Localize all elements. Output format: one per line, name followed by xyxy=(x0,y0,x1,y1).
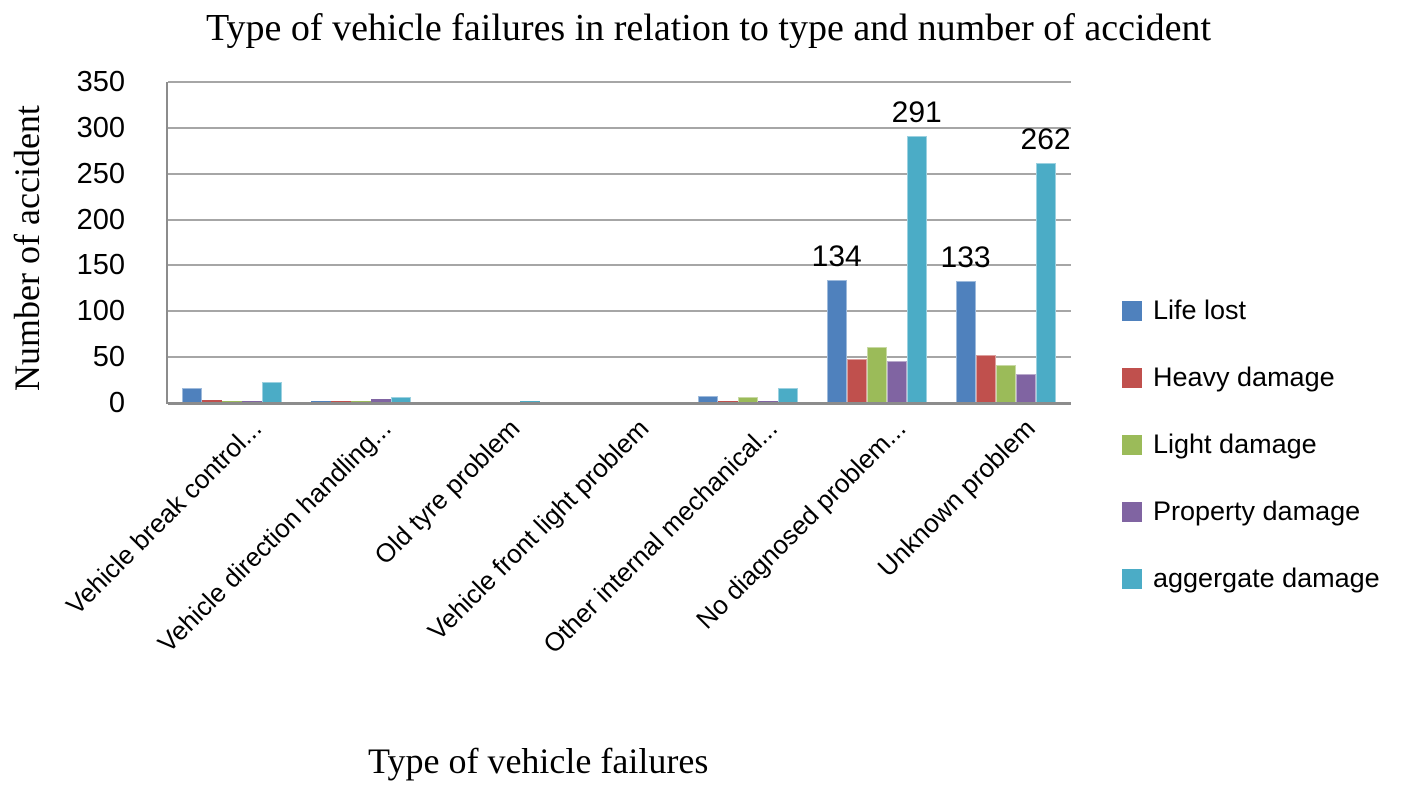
legend-swatch-heavy-damage-icon xyxy=(1122,367,1142,388)
legend-label: Heavy damage xyxy=(1153,362,1335,392)
y-tick-label-200: 200 xyxy=(76,203,125,236)
bar-heavy-damage-vehicle-break-control xyxy=(202,400,223,403)
legend-item-aggergate-damage: aggergate damage xyxy=(1122,563,1380,594)
legend-item-light-damage: Light damage xyxy=(1122,429,1380,460)
legend-swatch-property-damage-icon xyxy=(1122,501,1142,522)
legend-swatch-aggergate-damage-icon xyxy=(1122,568,1142,589)
gridline-100 xyxy=(168,310,1071,313)
y-tick-label-250: 250 xyxy=(76,157,125,190)
legend-label: Light damage xyxy=(1153,429,1317,459)
x-tick-label-other-internal-mechanical: Other internal mechanical... xyxy=(537,413,784,660)
legend-swatch-light-damage-icon xyxy=(1122,434,1142,455)
x-tick-label-vehicle-direction-handling: Vehicle direction handling... xyxy=(151,413,397,659)
bar-property-damage-vehicle-direction-handling xyxy=(371,399,392,403)
x-axis-title: Type of vehicle failures xyxy=(368,741,709,781)
legend-item-property-damage: Property damage xyxy=(1122,496,1380,527)
y-tick-label-100: 100 xyxy=(76,295,125,328)
y-tick-label-0: 0 xyxy=(108,387,125,419)
x-tick-label-vehicle-front-light-problem: Vehicle front light problem xyxy=(421,413,655,646)
bar-heavy-damage-unknown-problem xyxy=(975,355,996,403)
gridline-300 xyxy=(168,126,1071,129)
legend-swatch-life-lost-icon xyxy=(1122,300,1142,321)
gridline-0 xyxy=(168,402,1071,405)
gridline-150 xyxy=(168,264,1071,267)
y-tick-label-50: 50 xyxy=(92,341,125,374)
legend-label: Property damage xyxy=(1153,496,1361,526)
gridline-250 xyxy=(168,172,1071,175)
bar-life-lost-vehicle-break-control xyxy=(182,388,203,403)
data-label-aggergate-damage-no-diagnosed-problem: 291 xyxy=(891,96,942,129)
y-tick-label-150: 150 xyxy=(76,249,125,282)
legend-item-life-lost: Life lost xyxy=(1122,295,1380,326)
legend-item-heavy-damage: Heavy damage xyxy=(1122,362,1380,393)
bar-property-damage-no-diagnosed-problem xyxy=(886,361,907,403)
legend-label: aggergate damage xyxy=(1153,563,1380,593)
gridline-50 xyxy=(168,356,1071,359)
bar-life-lost-unknown-problem xyxy=(955,281,976,403)
x-tick-label-no-diagnosed-problem: No diagnosed problem... xyxy=(690,413,912,635)
legend: Life lost Heavy damage Light damage Propert… xyxy=(1122,295,1380,594)
bar-aggergate-damage-unknown-problem xyxy=(1035,163,1056,403)
data-label-life-lost-unknown-problem: 133 xyxy=(940,241,991,274)
bar-life-lost-no-diagnosed-problem xyxy=(826,280,847,403)
data-label-aggergate-damage-unknown-problem: 262 xyxy=(1020,123,1071,156)
data-label-life-lost-no-diagnosed-problem: 134 xyxy=(811,240,862,273)
gridline-200 xyxy=(168,218,1071,221)
y-tick-label-350: 350 xyxy=(76,66,125,98)
bar-light-damage-unknown-problem xyxy=(995,365,1016,403)
bar-aggergate-damage-other-internal-mechanical xyxy=(777,388,798,403)
y-tick-label-300: 300 xyxy=(76,111,125,144)
gridline-350 xyxy=(168,81,1071,83)
chart-title: Type of vehicle failures in relation to … xyxy=(205,7,1211,49)
y-axis-line xyxy=(166,82,168,404)
bar-light-damage-no-diagnosed-problem xyxy=(866,347,887,403)
bar-property-damage-unknown-problem xyxy=(1015,374,1036,403)
bar-aggergate-damage-vehicle-break-control xyxy=(262,382,283,403)
bar-aggergate-damage-no-diagnosed-problem xyxy=(906,136,927,403)
bar-heavy-damage-no-diagnosed-problem xyxy=(846,359,867,403)
legend-label: Life lost xyxy=(1153,295,1247,325)
